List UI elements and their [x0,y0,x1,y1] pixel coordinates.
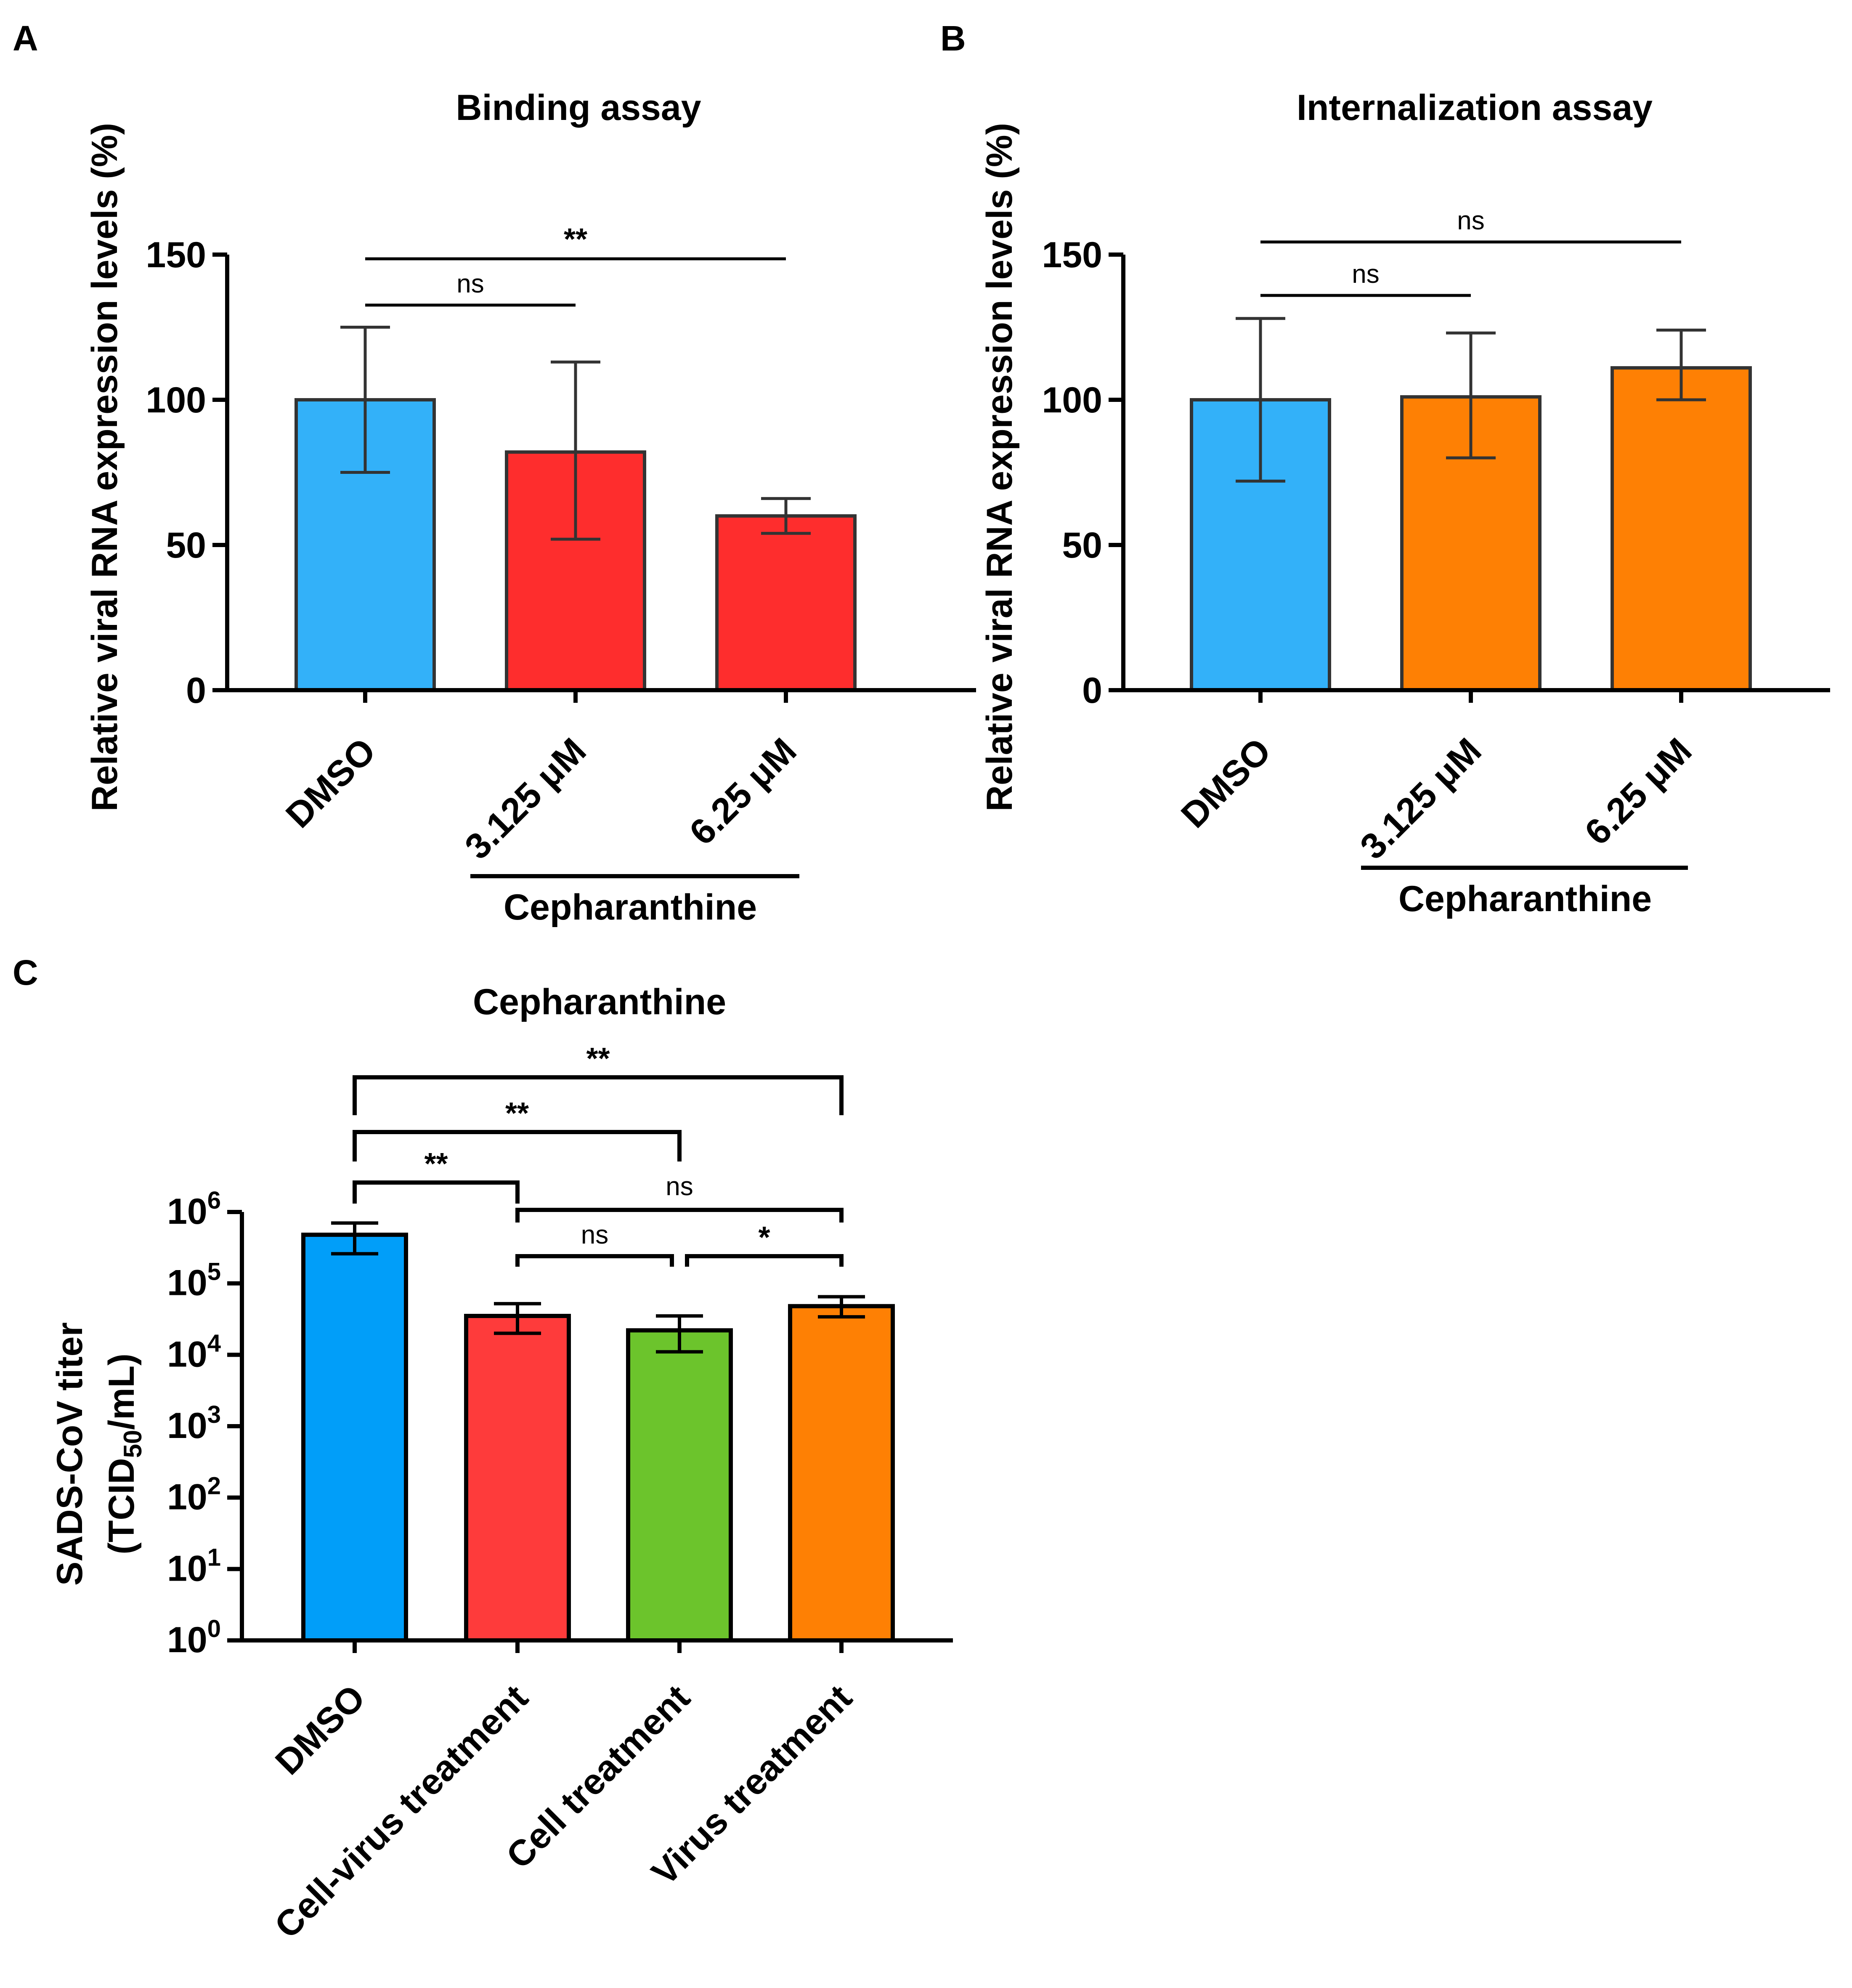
panel-c: C Cepharanthine SADS-CoV titer (TCID50/m… [13,953,953,1946]
panel-b-axes [1109,252,1830,703]
bar-0 [301,1233,408,1642]
panel-b-y-axis-label: Relative viral RNA expression levels (%) [979,123,1020,811]
significance-label-5: * [758,1221,770,1254]
bar-3 [788,1304,895,1643]
x-category-label-1: 3.125 μM [457,731,594,867]
significance-label-2: ** [424,1147,448,1181]
significance-label-3: ns [666,1172,693,1201]
bar-2 [715,514,857,692]
panel-c-label: C [13,953,38,992]
panel-c-significance: ** ** ** ns ns * [353,1042,844,1267]
panel-b-label: B [940,19,966,58]
x-category-label-0: DMSO [1173,731,1279,836]
x-category-label-2: 6.25 μM [1577,731,1699,853]
panel-c-y-axis-label-line2: (TCID50/mL) [101,1353,147,1555]
significance-bracket-3 [515,1208,844,1223]
panel-a-error-bars [340,326,811,541]
significance-bracket-2 [353,1180,520,1204]
significance-label-1: ns [1457,206,1484,235]
bar-1 [464,1314,571,1643]
significance-bracket-5 [685,1254,844,1267]
panel-b-group-label: Cepharanthine [1398,879,1652,919]
y-tick-label-0: 0 [1082,670,1102,711]
y-tick-label-5: 105 [167,1258,221,1303]
bar-2 [1611,366,1752,692]
panel-a-group-label: Cepharanthine [504,887,757,928]
significance-label-0: ** [586,1042,610,1076]
bar-2 [626,1328,733,1642]
significance-label-0: ns [1352,260,1379,289]
panel-a: A Binding assay Relative viral RNA expre… [13,19,976,928]
panel-c-bars [301,1233,895,1643]
x-category-label-0: DMSO [268,1677,373,1783]
significance-label-0: ns [456,269,484,298]
panel-b-significance: ns ns [1260,206,1681,297]
significance-bracket-1 [353,1130,682,1161]
panel-a-x-categories: DMSO 3.125 μM 6.25 μM [278,731,804,867]
panel-b-title: Internalization assay [1297,88,1653,128]
y-tick-label-3: 150 [1042,235,1103,275]
panel-c-axes [227,1210,953,1653]
x-category-label-2: 6.25 μM [682,731,804,853]
panel-b-error-bars [1236,317,1706,483]
y-tick-label-6: 106 [167,1187,221,1232]
y-tick-label-1: 50 [1062,525,1102,566]
panel-a-y-axis-label: Relative viral RNA expression levels (%) [85,123,125,811]
y-tick-label-0: 100 [167,1615,221,1660]
panel-b: B Internalization assay Relative viral R… [940,19,1830,919]
significance-label-1: ** [564,223,587,256]
significance-bracket-4 [515,1254,674,1267]
panel-c-y-axis-label-line1: SADS-CoV titer [50,1322,90,1586]
y-tick-label-1: 101 [167,1544,221,1589]
y-tick-label-3: 150 [146,235,207,275]
panel-a-y-ticks: 0 50 100 150 [146,235,207,711]
x-category-label-1: 3.125 μM [1353,731,1489,867]
panel-a-significance: ns ** [365,223,786,307]
panel-a-label: A [13,19,38,58]
x-category-label-0: DMSO [278,731,383,836]
significance-label-1: ** [505,1097,529,1130]
y-tick-label-0: 0 [186,670,206,711]
y-tick-label-2: 102 [167,1472,221,1518]
panel-c-y-ticks: 100 101 102 103 104 105 106 [167,1187,221,1660]
y-tick-label-1: 50 [166,525,206,566]
significance-label-4: ns [581,1220,608,1249]
panel-c-title: Cepharanthine [473,982,726,1022]
y-tick-label-3: 103 [167,1401,221,1446]
panel-a-axes [212,252,976,703]
significance-bracket-0 [353,1075,844,1115]
panel-a-title: Binding assay [456,88,701,128]
y-tick-label-2: 100 [1042,380,1103,420]
panel-b-y-ticks: 0 50 100 150 [1042,235,1103,711]
y-tick-label-4: 104 [167,1329,221,1374]
panel-b-x-categories: DMSO 3.125 μM 6.25 μM [1173,731,1699,867]
panel-c-error-bars [331,1221,865,1354]
y-tick-label-2: 100 [146,380,207,420]
